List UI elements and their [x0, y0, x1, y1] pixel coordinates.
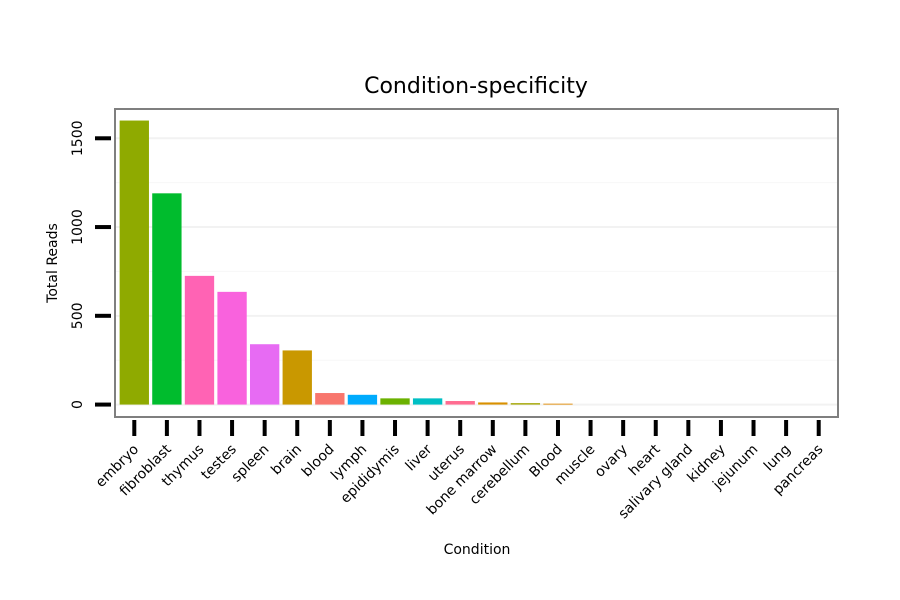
- x-axis-label: Condition: [444, 542, 511, 558]
- bar-lymph: [347, 394, 378, 405]
- bar-blood: [543, 403, 573, 405]
- bar-spleen: [249, 344, 280, 405]
- bars: [119, 120, 573, 405]
- x-tick-label: brain: [268, 442, 305, 479]
- x-tick-label: ovary: [592, 442, 631, 481]
- bar-liver: [412, 398, 443, 405]
- y-tick-label: 1000: [70, 209, 86, 245]
- bar-testes: [217, 291, 247, 405]
- bar-bone-marrow: [478, 402, 508, 405]
- bar-fibroblast: [152, 193, 182, 405]
- bar-embryo: [119, 120, 149, 405]
- x-axis: embryofibroblastthymustestesspleenbrainb…: [93, 420, 827, 522]
- y-tick-label: 500: [70, 302, 86, 329]
- bar-cerebellum: [510, 403, 541, 405]
- bar-thymus: [184, 275, 215, 405]
- y-axis-label: Total Reads: [45, 223, 61, 304]
- bar-blood: [315, 393, 345, 405]
- y-tick-label: 0: [70, 400, 86, 409]
- bar-brain: [282, 350, 312, 405]
- y-tick-label: 1500: [70, 120, 86, 156]
- bar-uterus: [445, 401, 475, 405]
- y-axis: 0 500 1000 1500: [70, 120, 111, 409]
- bar-epididymis: [380, 398, 410, 405]
- chart-title: Condition-specificity: [364, 74, 588, 99]
